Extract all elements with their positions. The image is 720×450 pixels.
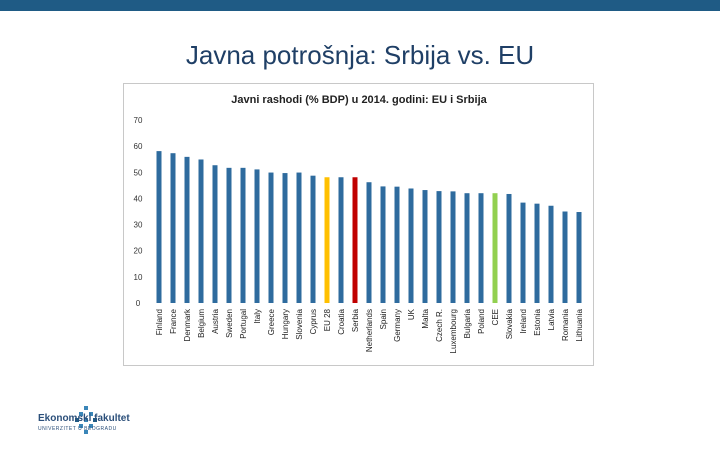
x-tick-label: Serbia (351, 308, 360, 332)
bar-slovenia (296, 172, 302, 303)
bar-portugal (240, 167, 246, 303)
y-tick-label: 20 (134, 247, 143, 256)
bar-romania (562, 211, 568, 303)
x-tick-label: Hungary (281, 309, 290, 339)
bar-latvia (548, 205, 554, 303)
y-tick-label: 60 (134, 142, 143, 151)
x-tick-label: Sweden (225, 309, 234, 338)
x-tick-label: Belgium (197, 309, 206, 338)
bar-eu-28 (324, 177, 330, 303)
x-tick-label: Bulgaria (463, 308, 472, 338)
faculty-logo-icon (75, 406, 97, 434)
y-tick-label: 30 (134, 221, 143, 230)
bar-slovakia (506, 193, 512, 303)
y-tick-label: 0 (136, 299, 141, 308)
x-tick-label: Austria (211, 308, 220, 333)
y-tick-label: 10 (134, 273, 143, 282)
bar-poland (478, 193, 484, 303)
logo-subtitle: UNIVERZITET U BEOGRADU (38, 426, 117, 432)
bar-finland (156, 151, 162, 303)
bar-serbia (352, 177, 358, 303)
bar-estonia (534, 203, 540, 303)
x-tick-label: France (169, 308, 178, 333)
bar-cee (492, 193, 498, 303)
chart-frame: Javni rashodi (% BDP) u 2014. godini: EU… (123, 83, 594, 366)
x-tick-label: Lithuania (575, 308, 584, 341)
x-tick-label: CEE (491, 309, 500, 325)
y-tick-label: 40 (134, 194, 143, 203)
header-bar (0, 0, 720, 11)
bar-greece (268, 172, 274, 303)
x-tick-label: Slovakia (505, 308, 514, 339)
bar-lithuania (576, 212, 582, 303)
x-tick-label: Ireland (519, 309, 528, 333)
bar-germany (394, 186, 400, 303)
x-tick-label: Latvia (547, 308, 556, 330)
x-tick-label: Denmark (183, 308, 192, 341)
bar-sweden (226, 167, 232, 303)
bar-bulgaria (464, 193, 470, 303)
x-tick-label: Cyprus (309, 309, 318, 334)
bar-belgium (198, 159, 204, 303)
x-tick-label: EU 28 (323, 308, 332, 331)
x-tick-label: Netherlands (365, 309, 374, 352)
slide-title: Javna potrošnja: Srbija vs. EU (185, 40, 535, 70)
x-tick-label: Finland (155, 309, 164, 335)
x-tick-label: Portugal (239, 309, 248, 339)
bar-denmark (184, 156, 190, 303)
bar-france (170, 153, 176, 303)
x-tick-label: Estonia (533, 308, 542, 335)
bar-cyprus (310, 175, 316, 303)
logo-name: Ekonomski fakultet (38, 413, 130, 424)
x-tick-label: Spain (379, 309, 388, 329)
bar-hungary (282, 173, 288, 303)
bar-ireland (520, 202, 526, 303)
bar-croatia (338, 177, 344, 303)
bar-malta (422, 190, 428, 303)
x-tick-label: Germany (393, 309, 402, 342)
y-tick-label: 50 (134, 168, 143, 177)
bar-chart: Javni rashodi (% BDP) u 2014. godini: EU… (134, 94, 584, 353)
x-tick-label: Italy (253, 309, 262, 324)
x-tick-label: Czech R. (435, 309, 444, 342)
x-tick-label: Slovenia (295, 308, 304, 339)
bar-luxembourg (450, 191, 456, 303)
x-tick-label: Poland (477, 309, 486, 334)
x-tick-label: Malta (421, 308, 430, 328)
x-tick-label: Luxembourg (449, 309, 458, 353)
x-tick-label: Croatia (337, 308, 346, 334)
bar-netherlands (366, 182, 372, 303)
x-tick-label: Romania (561, 308, 570, 341)
x-tick-label: UK (407, 308, 416, 320)
bar-italy (254, 169, 260, 303)
bar-spain (380, 186, 386, 303)
chart-title: Javni rashodi (% BDP) u 2014. godini: EU… (231, 94, 487, 106)
bar-czech-r (436, 191, 442, 303)
y-tick-label: 70 (134, 116, 143, 125)
x-tick-label: Greece (267, 308, 276, 335)
bar-uk (408, 188, 414, 303)
bar-austria (212, 165, 218, 303)
